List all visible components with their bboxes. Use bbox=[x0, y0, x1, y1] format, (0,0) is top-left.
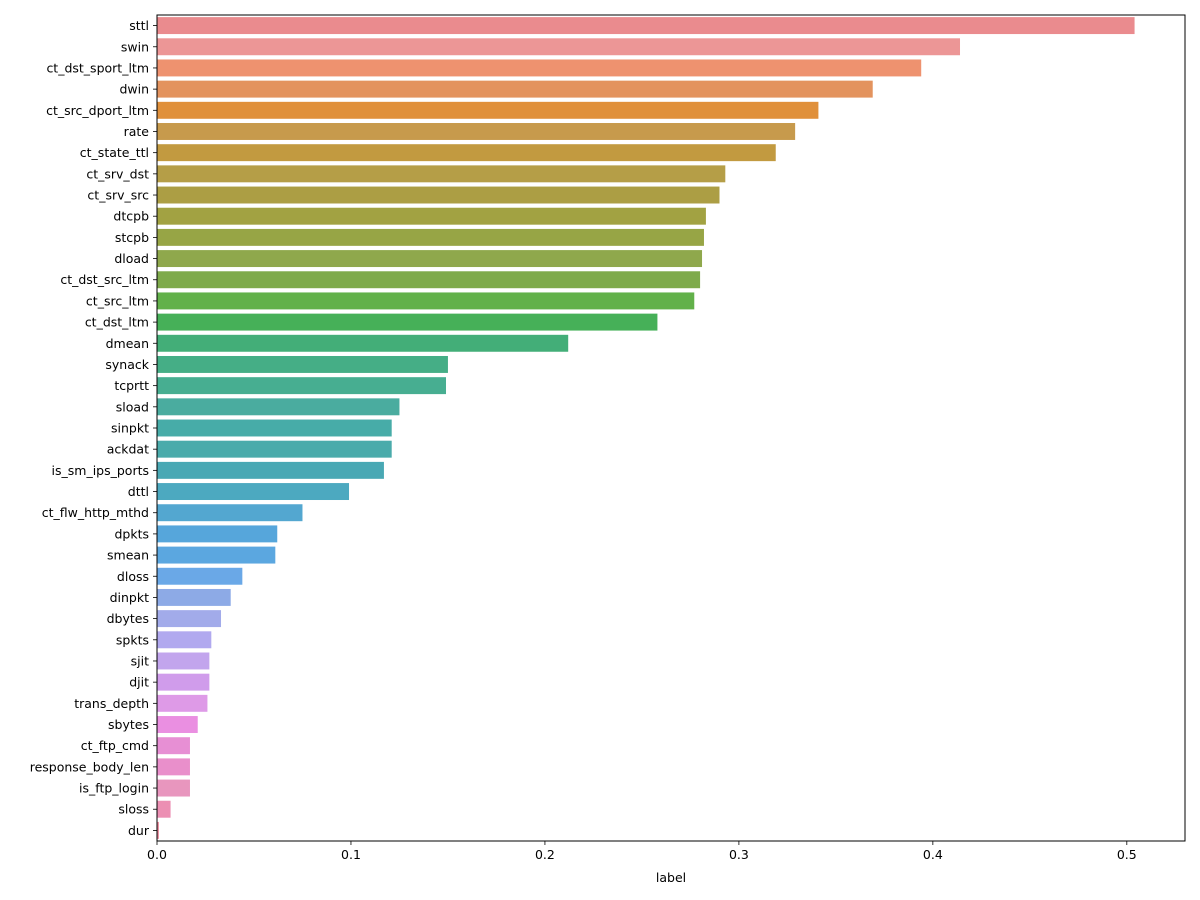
bar-sbytes bbox=[157, 716, 198, 733]
bar-ct_ftp_cmd bbox=[157, 737, 190, 755]
bar-spkts bbox=[157, 631, 212, 649]
y-tick-label-ct_srv_src: ct_srv_src bbox=[87, 188, 149, 203]
x-tick-label: 0.3 bbox=[729, 847, 749, 862]
x-axis-title: label bbox=[656, 870, 686, 885]
y-tick-label-ct_dst_src_ltm: ct_dst_src_ltm bbox=[60, 272, 149, 287]
x-tick-label: 0.4 bbox=[923, 847, 943, 862]
bar-dinpkt bbox=[157, 588, 231, 606]
y-tick-label-trans_depth: trans_depth bbox=[74, 696, 149, 711]
bar-sttl bbox=[157, 17, 1135, 35]
bar-dwin bbox=[157, 80, 873, 98]
y-tick-label-rate: rate bbox=[124, 124, 150, 139]
y-tick-label-ct_src_dport_ltm: ct_src_dport_ltm bbox=[46, 103, 149, 118]
y-tick-label-dmean: dmean bbox=[106, 336, 149, 351]
bar-ct_dst_ltm bbox=[157, 313, 658, 331]
plot-frame bbox=[156, 14, 1186, 842]
bar-dur bbox=[157, 821, 159, 839]
y-tick-label-ackdat: ackdat bbox=[107, 442, 149, 457]
y-tick-label-stcpb: stcpb bbox=[115, 230, 149, 245]
bar-ct_dst_src_ltm bbox=[157, 271, 701, 289]
y-tick-label-sload: sload bbox=[116, 399, 149, 414]
y-tick-label-dwin: dwin bbox=[119, 82, 149, 97]
y-tick-label-ct_srv_dst: ct_srv_dst bbox=[86, 166, 149, 181]
y-tick-label-dur: dur bbox=[128, 823, 150, 838]
bar-synack bbox=[157, 355, 448, 373]
x-tick-label: 0.0 bbox=[147, 847, 167, 862]
bar-ackdat bbox=[157, 440, 392, 458]
bar-ct_dst_sport_ltm bbox=[157, 59, 922, 77]
bar-sjit bbox=[157, 652, 210, 670]
y-tick-label-smean: smean bbox=[107, 548, 149, 563]
y-tick-label-dinpkt: dinpkt bbox=[110, 590, 150, 605]
y-tick-label-sttl: sttl bbox=[129, 18, 149, 33]
x-axis-ticks: 0.0 0.1 0.2 0.3 0.4 0.5 bbox=[147, 841, 1137, 862]
y-tick-label-sjit: sjit bbox=[131, 653, 149, 668]
y-tick-label-dtcpb: dtcpb bbox=[113, 209, 149, 224]
y-tick-label-tcprtt: tcprtt bbox=[114, 378, 149, 393]
y-tick-label-spkts: spkts bbox=[116, 632, 149, 647]
bar-ct_srv_dst bbox=[157, 165, 726, 183]
x-tick-label: 0.5 bbox=[1117, 847, 1137, 862]
y-tick-label-ct_flw_http_mthd: ct_flw_http_mthd bbox=[42, 505, 149, 520]
y-tick-label-ct_src_ltm: ct_src_ltm bbox=[86, 293, 149, 308]
y-tick-label-ct_state_ttl: ct_state_ttl bbox=[80, 145, 149, 160]
bar-response_body_len bbox=[157, 758, 190, 776]
y-tick-label-sinpkt: sinpkt bbox=[111, 421, 149, 436]
y-tick-label-dbytes: dbytes bbox=[107, 611, 149, 626]
bar-ct_state_ttl bbox=[157, 144, 776, 162]
bar-trans_depth bbox=[157, 694, 208, 712]
y-tick-label-ct_dst_sport_ltm: ct_dst_sport_ltm bbox=[46, 60, 149, 75]
y-tick-label-synack: synack bbox=[105, 357, 149, 372]
bar-tcprtt bbox=[157, 377, 447, 395]
y-tick-label-dload: dload bbox=[114, 251, 149, 266]
bars-layer bbox=[157, 17, 1135, 839]
y-tick-label-is_sm_ips_ports: is_sm_ips_ports bbox=[52, 463, 149, 478]
bar-is_sm_ips_ports bbox=[157, 461, 384, 479]
y-tick-label-ct_dst_ltm: ct_dst_ltm bbox=[85, 315, 149, 330]
y-tick-label-is_ftp_login: is_ftp_login bbox=[79, 781, 149, 796]
bar-dmean bbox=[157, 334, 569, 352]
y-tick-label-ct_ftp_cmd: ct_ftp_cmd bbox=[81, 738, 149, 753]
bar-stcpb bbox=[157, 228, 704, 246]
bar-dbytes bbox=[157, 610, 222, 628]
y-tick-label-response_body_len: response_body_len bbox=[30, 759, 149, 774]
y-tick-label-swin: swin bbox=[121, 39, 149, 54]
bar-ct_src_ltm bbox=[157, 292, 695, 310]
y-tick-label-dttl: dttl bbox=[128, 484, 149, 499]
y-tick-label-sloss: sloss bbox=[118, 802, 149, 817]
bar-ct_src_dport_ltm bbox=[157, 101, 819, 119]
bar-sloss bbox=[157, 800, 171, 818]
bar-sinpkt bbox=[157, 419, 392, 437]
bar-dload bbox=[157, 250, 703, 268]
bar-dpkts bbox=[157, 525, 278, 543]
bar-sload bbox=[157, 398, 400, 416]
y-tick-label-djit: djit bbox=[129, 675, 149, 690]
bar-smean bbox=[157, 546, 276, 564]
bar-is_ftp_login bbox=[157, 779, 190, 797]
bar-dttl bbox=[157, 483, 350, 501]
bar-djit bbox=[157, 673, 210, 691]
bar-ct_flw_http_mthd bbox=[157, 504, 303, 522]
bar-rate bbox=[157, 123, 796, 140]
y-tick-label-dpkts: dpkts bbox=[114, 526, 149, 541]
bar-dtcpb bbox=[157, 207, 706, 225]
x-tick-label: 0.2 bbox=[535, 847, 555, 862]
y-tick-label-sbytes: sbytes bbox=[108, 717, 149, 732]
y-tick-label-dloss: dloss bbox=[117, 569, 149, 584]
bar-dloss bbox=[157, 567, 243, 585]
x-tick-label: 0.1 bbox=[341, 847, 361, 862]
bar-ct_srv_src bbox=[157, 186, 720, 204]
bar-swin bbox=[157, 38, 961, 56]
